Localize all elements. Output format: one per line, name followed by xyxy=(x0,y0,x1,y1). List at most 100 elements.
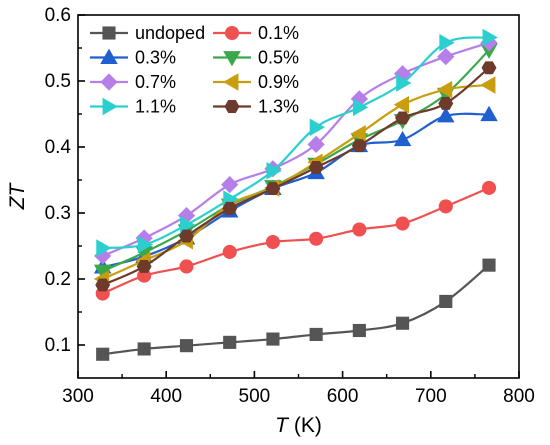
legend-marker xyxy=(100,73,118,91)
series-line xyxy=(102,36,490,250)
data-point xyxy=(95,278,111,292)
plot-frame xyxy=(77,14,520,379)
legend-label: 0.9% xyxy=(258,72,299,92)
legend-marker xyxy=(223,51,241,67)
y-axis-title: ZT xyxy=(6,182,29,211)
data-point xyxy=(309,327,323,341)
data-point xyxy=(308,160,324,174)
y-tick-label: 0.6 xyxy=(45,5,71,26)
data-point xyxy=(437,107,455,123)
data-point xyxy=(395,111,411,125)
data-point xyxy=(96,347,110,361)
x-axis-title-unit: (K) xyxy=(288,414,322,437)
series-line xyxy=(102,66,490,286)
data-point xyxy=(137,342,151,356)
data-point xyxy=(480,105,498,122)
y-tick-label: 0.1 xyxy=(45,335,71,356)
legend-item: 0.3% xyxy=(90,48,176,68)
x-tick-label: 400 xyxy=(150,386,182,407)
legend-item: 0.1% xyxy=(213,23,299,43)
series-1 xyxy=(95,180,497,301)
y-tick-label: 0.4 xyxy=(45,137,72,158)
legend-marker xyxy=(223,73,239,91)
series-7 xyxy=(95,61,497,292)
legend-marker xyxy=(100,48,118,64)
data-point xyxy=(266,162,282,180)
data-point xyxy=(136,259,152,273)
data-point xyxy=(482,258,496,272)
legend-label: 0.3% xyxy=(135,48,176,68)
data-point xyxy=(221,176,239,194)
series-line xyxy=(102,264,490,356)
data-point xyxy=(307,135,325,153)
data-point xyxy=(352,98,369,117)
data-point xyxy=(436,80,453,99)
data-point xyxy=(309,118,325,136)
legend-item: 0.7% xyxy=(90,72,176,92)
legend-marker xyxy=(102,97,118,116)
data-point xyxy=(396,74,412,92)
y-tick-label: 0.2 xyxy=(45,269,71,290)
x-tick-label: 500 xyxy=(239,386,271,407)
legend: undoped 0.1% 0.3% 0.5% 0.7% 0.9% 1.1% 1.3% xyxy=(90,23,299,117)
legend-label: 0.5% xyxy=(258,48,299,68)
data-point xyxy=(439,33,455,52)
series-line xyxy=(102,41,490,257)
data-point xyxy=(352,323,366,338)
data-point xyxy=(222,201,238,215)
legend-marker xyxy=(224,25,240,41)
legend-label: undoped xyxy=(135,23,205,43)
data-point xyxy=(179,339,194,353)
data-point xyxy=(96,239,112,257)
data-point xyxy=(222,244,237,259)
x-tick-label: 700 xyxy=(415,386,447,407)
data-point xyxy=(482,28,498,47)
legend-label: 1.1% xyxy=(135,97,176,117)
data-point xyxy=(352,222,367,237)
data-point xyxy=(481,61,497,75)
data-point xyxy=(265,234,280,250)
series-0 xyxy=(96,258,496,361)
legend-label: 0.7% xyxy=(135,72,176,92)
x-axis-title: T (K) xyxy=(275,414,322,437)
series-layer xyxy=(93,28,498,361)
axes-layer: 300 400 500 600 700 800 0.1 0.2 0.3 0.4 0.5 0.6 xyxy=(45,5,535,407)
data-point xyxy=(350,125,366,143)
data-point xyxy=(351,139,367,153)
legend-item: 1.3% xyxy=(213,97,299,117)
data-point xyxy=(438,96,454,110)
data-point xyxy=(396,316,410,330)
data-point xyxy=(180,216,196,234)
legend-item: 0.9% xyxy=(213,72,299,92)
series-6 xyxy=(96,28,498,257)
data-point xyxy=(266,332,280,346)
legend-item: 1.1% xyxy=(90,97,176,117)
legend-marker xyxy=(102,26,116,40)
data-point xyxy=(439,294,453,308)
series-4 xyxy=(94,34,498,265)
data-point xyxy=(480,76,496,94)
legend-label: 1.3% xyxy=(258,97,299,117)
data-point xyxy=(265,182,281,196)
data-point xyxy=(438,199,453,214)
x-tick-label: 600 xyxy=(327,386,359,407)
legend-label: 0.1% xyxy=(258,23,299,43)
data-point xyxy=(393,96,410,114)
y-tick-label: 0.3 xyxy=(45,203,71,224)
data-point xyxy=(393,130,412,147)
legend-item: undoped xyxy=(90,23,205,43)
data-point xyxy=(437,47,455,66)
y-tick-label: 0.5 xyxy=(45,71,71,92)
x-tick-label: 300 xyxy=(62,386,94,407)
x-tick-label: 800 xyxy=(503,386,535,407)
data-point xyxy=(395,216,410,231)
legend-item: 0.5% xyxy=(213,48,299,68)
data-point xyxy=(137,235,154,254)
data-point xyxy=(481,180,497,195)
series-line xyxy=(102,112,490,269)
data-point xyxy=(309,231,324,246)
data-point xyxy=(223,335,237,349)
legend-marker xyxy=(224,100,240,113)
data-point xyxy=(179,229,194,243)
